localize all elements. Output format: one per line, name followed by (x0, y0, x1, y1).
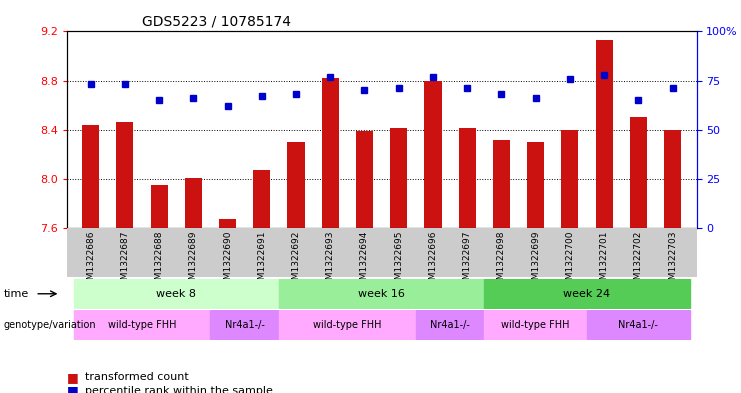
Bar (219, 219, 236, 228)
Bar (73, 279, 279, 309)
Text: GSM1322702: GSM1322702 (634, 230, 643, 291)
Text: percentile rank within the sample: percentile rank within the sample (85, 386, 273, 393)
Text: wild-type FHH: wild-type FHH (313, 320, 382, 330)
Text: GSM1322701: GSM1322701 (599, 230, 608, 291)
Bar (356, 131, 373, 228)
Bar (416, 310, 485, 340)
Text: ■: ■ (67, 384, 79, 393)
Text: wild-type FHH: wild-type FHH (502, 320, 570, 330)
Text: GSM1322687: GSM1322687 (120, 230, 130, 291)
Text: GSM1322692: GSM1322692 (291, 230, 301, 291)
Bar (459, 129, 476, 228)
Text: GSM1322703: GSM1322703 (668, 230, 677, 291)
Bar (279, 310, 416, 340)
Bar (596, 40, 613, 228)
Bar (67, 228, 697, 277)
Bar (279, 279, 485, 309)
Bar (485, 310, 587, 340)
Text: week 8: week 8 (156, 289, 196, 299)
Text: transformed count: transformed count (85, 372, 189, 382)
Text: GSM1322699: GSM1322699 (531, 230, 540, 291)
Text: week 24: week 24 (563, 289, 611, 299)
Text: Nr4a1-/-: Nr4a1-/- (225, 320, 265, 330)
Bar (82, 125, 99, 228)
Text: GDS5223 / 10785174: GDS5223 / 10785174 (142, 15, 291, 29)
Bar (73, 310, 210, 340)
Text: GSM1322688: GSM1322688 (155, 230, 164, 291)
Text: GSM1322697: GSM1322697 (462, 230, 472, 291)
Text: GSM1322695: GSM1322695 (394, 230, 403, 291)
Bar (630, 118, 647, 228)
Bar (185, 178, 202, 228)
Bar (493, 140, 510, 228)
Text: GSM1322691: GSM1322691 (257, 230, 266, 291)
Bar (210, 310, 279, 340)
Bar (485, 279, 690, 309)
Bar (527, 142, 544, 228)
Text: wild-type FHH: wild-type FHH (107, 320, 176, 330)
Text: time: time (4, 288, 29, 299)
Bar (150, 185, 167, 228)
Text: GSM1322689: GSM1322689 (189, 230, 198, 291)
Text: GSM1322690: GSM1322690 (223, 230, 232, 291)
Bar (322, 78, 339, 228)
Text: GSM1322693: GSM1322693 (326, 230, 335, 291)
Text: Nr4a1-/-: Nr4a1-/- (430, 320, 470, 330)
Bar (116, 122, 133, 228)
Bar (288, 142, 305, 228)
Text: week 16: week 16 (358, 289, 405, 299)
Text: Nr4a1-/-: Nr4a1-/- (619, 320, 658, 330)
Bar (562, 130, 579, 228)
Text: GSM1322700: GSM1322700 (565, 230, 574, 291)
Bar (425, 81, 442, 228)
Text: ■: ■ (67, 371, 79, 384)
Bar (253, 170, 270, 228)
Bar (391, 129, 408, 228)
Text: GSM1322696: GSM1322696 (428, 230, 437, 291)
Text: GSM1322698: GSM1322698 (497, 230, 506, 291)
Bar (664, 130, 681, 228)
Text: genotype/variation: genotype/variation (4, 320, 96, 330)
Bar (587, 310, 690, 340)
Text: GSM1322686: GSM1322686 (86, 230, 95, 291)
Text: GSM1322694: GSM1322694 (360, 230, 369, 291)
